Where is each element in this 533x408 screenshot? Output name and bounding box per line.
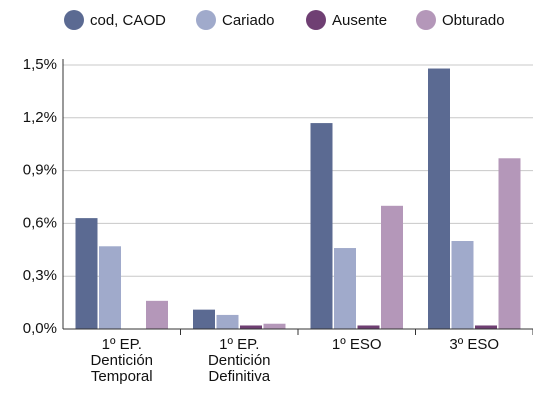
bar xyxy=(240,325,262,329)
x-tick-label: 3º ESO xyxy=(449,336,499,353)
x-tick-label: 1º ESO xyxy=(332,336,382,353)
bar xyxy=(428,69,450,329)
bar xyxy=(358,325,380,329)
bar xyxy=(499,158,521,329)
legend-marker xyxy=(416,10,436,30)
y-tick-label: 1,2% xyxy=(23,109,57,126)
y-tick-label: 0,0% xyxy=(23,320,57,337)
bar xyxy=(146,301,168,329)
bar xyxy=(76,218,98,329)
bar xyxy=(452,241,474,329)
bar xyxy=(193,310,215,329)
bar xyxy=(334,248,356,329)
legend-label: Obturado xyxy=(442,12,505,29)
y-tick-label: 1,5% xyxy=(23,56,57,73)
legend-label: Ausente xyxy=(332,12,387,29)
bar xyxy=(311,123,333,329)
legend-marker xyxy=(64,10,84,30)
bar xyxy=(264,324,286,329)
legend-label: cod, CAOD xyxy=(90,12,166,29)
bar xyxy=(217,315,239,329)
legend-marker xyxy=(306,10,326,30)
legend-marker xyxy=(196,10,216,30)
y-tick-label: 0,6% xyxy=(23,214,57,231)
y-tick-label: 0,3% xyxy=(23,267,57,284)
legend-label: Cariado xyxy=(222,12,275,29)
bar xyxy=(381,206,403,329)
bar xyxy=(99,246,121,329)
y-tick-label: 0,9% xyxy=(23,162,57,179)
bar xyxy=(475,325,497,329)
